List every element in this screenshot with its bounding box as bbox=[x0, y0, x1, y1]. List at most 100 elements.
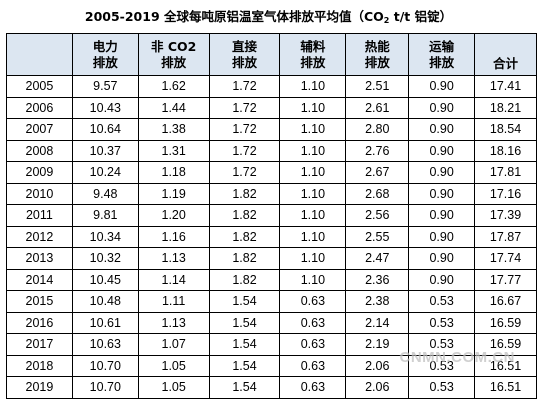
cell-electricity: 10.34 bbox=[71, 225, 139, 248]
header-electricity: 电力 排放 bbox=[71, 33, 139, 76]
cell-thermal: 2.67 bbox=[345, 161, 410, 184]
cell-total: 17.87 bbox=[474, 225, 537, 248]
cell-non-co2: 1.19 bbox=[137, 182, 210, 205]
cell-non-co2: 1.07 bbox=[137, 333, 210, 356]
cell-electricity: 10.70 bbox=[71, 354, 139, 377]
cell-year: 2017 bbox=[6, 333, 73, 356]
cell-electricity: 10.32 bbox=[71, 247, 139, 270]
cell-year: 2007 bbox=[6, 118, 73, 141]
cell-auxiliary: 1.10 bbox=[279, 182, 347, 205]
cell-year: 2014 bbox=[6, 268, 73, 291]
table-row: 2012 10.34 1.16 1.82 1.10 2.55 0.90 17.87 bbox=[6, 225, 537, 248]
cell-non-co2: 1.16 bbox=[137, 225, 210, 248]
cell-direct: 1.54 bbox=[208, 311, 281, 334]
cell-transport: 0.90 bbox=[408, 75, 476, 98]
cell-thermal: 2.06 bbox=[345, 376, 410, 399]
header-auxiliary: 辅料 排放 bbox=[279, 33, 347, 76]
cell-direct: 1.82 bbox=[208, 247, 281, 270]
cell-total: 16.59 bbox=[474, 333, 537, 356]
cell-total: 16.67 bbox=[474, 290, 537, 313]
cell-direct: 1.72 bbox=[208, 96, 281, 119]
cell-direct: 1.54 bbox=[208, 333, 281, 356]
cell-total: 16.59 bbox=[474, 311, 537, 334]
cell-non-co2: 1.05 bbox=[137, 354, 210, 377]
cell-transport: 0.90 bbox=[408, 268, 476, 291]
cell-year: 2005 bbox=[6, 75, 73, 98]
cell-non-co2: 1.38 bbox=[137, 118, 210, 141]
table-row: 2005 9.57 1.62 1.72 1.10 2.51 0.90 17.41 bbox=[6, 75, 537, 98]
cell-total: 17.74 bbox=[474, 247, 537, 270]
cell-auxiliary: 1.10 bbox=[279, 268, 347, 291]
watermark: CNMN.COM.CN bbox=[399, 349, 515, 366]
cell-direct: 1.72 bbox=[208, 118, 281, 141]
cell-thermal: 2.51 bbox=[345, 75, 410, 98]
cell-electricity: 10.63 bbox=[71, 333, 139, 356]
header-direct: 直接 排放 bbox=[208, 33, 281, 76]
header-transport: 运输 排放 bbox=[408, 33, 476, 76]
header-row: 电力 排放 非 CO2 排放 直接 排放 辅料 排放 热能 排放 运输 排放 合计 bbox=[6, 33, 537, 76]
cell-total: 17.81 bbox=[474, 161, 537, 184]
cell-year: 2013 bbox=[6, 247, 73, 270]
cell-year: 2016 bbox=[6, 311, 73, 334]
header-thermal: 热能 排放 bbox=[345, 33, 410, 76]
cell-electricity: 10.24 bbox=[71, 161, 139, 184]
table-row: 2016 10.61 1.13 1.54 0.63 2.14 0.53 16.59 bbox=[6, 311, 537, 334]
cell-year: 2011 bbox=[6, 204, 73, 227]
cell-thermal: 2.56 bbox=[345, 204, 410, 227]
cell-year: 2012 bbox=[6, 225, 73, 248]
cell-transport: 0.90 bbox=[408, 118, 476, 141]
cell-thermal: 2.38 bbox=[345, 290, 410, 313]
cell-electricity: 10.43 bbox=[71, 96, 139, 119]
cell-total: 17.41 bbox=[474, 75, 537, 98]
cell-electricity: 10.37 bbox=[71, 139, 139, 162]
cell-non-co2: 1.13 bbox=[137, 247, 210, 270]
cell-direct: 1.72 bbox=[208, 161, 281, 184]
cell-non-co2: 1.11 bbox=[137, 290, 210, 313]
table-row: 2018 10.70 1.05 1.54 0.63 2.06 0.53 16.51 bbox=[6, 354, 537, 377]
table-row: 2015 10.48 1.11 1.54 0.63 2.38 0.53 16.67 bbox=[6, 290, 537, 313]
cell-transport: 0.90 bbox=[408, 204, 476, 227]
cell-auxiliary: 0.63 bbox=[279, 376, 347, 399]
cell-year: 2010 bbox=[6, 182, 73, 205]
cell-total: 17.77 bbox=[474, 268, 537, 291]
cell-thermal: 2.14 bbox=[345, 311, 410, 334]
cell-year: 2019 bbox=[6, 376, 73, 399]
cell-auxiliary: 1.10 bbox=[279, 139, 347, 162]
cell-auxiliary: 1.10 bbox=[279, 161, 347, 184]
cell-auxiliary: 1.10 bbox=[279, 204, 347, 227]
table-row: 2019 10.70 1.05 1.54 0.63 2.06 0.53 16.51 bbox=[6, 376, 537, 399]
cell-auxiliary: 0.63 bbox=[279, 290, 347, 313]
cell-year: 2006 bbox=[6, 96, 73, 119]
cell-transport: 0.53 bbox=[408, 290, 476, 313]
table-title: 2005-2019 全球每吨原铝温室气体排放平均值（CO2 t/t 铝锭） bbox=[0, 6, 537, 25]
table-row: 2008 10.37 1.31 1.72 1.10 2.76 0.90 18.16 bbox=[6, 139, 537, 162]
cell-direct: 1.54 bbox=[208, 290, 281, 313]
table-row: 2007 10.64 1.38 1.72 1.10 2.80 0.90 18.54 bbox=[6, 118, 537, 141]
cell-direct: 1.72 bbox=[208, 139, 281, 162]
cell-electricity: 10.64 bbox=[71, 118, 139, 141]
cell-auxiliary: 0.63 bbox=[279, 333, 347, 356]
cell-non-co2: 1.31 bbox=[137, 139, 210, 162]
cell-year: 2015 bbox=[6, 290, 73, 313]
cell-electricity: 9.48 bbox=[71, 182, 139, 205]
cell-transport: 0.53 bbox=[408, 376, 476, 399]
cell-total: 17.16 bbox=[474, 182, 537, 205]
table-row: 2014 10.45 1.14 1.82 1.10 2.36 0.90 17.77 bbox=[6, 268, 537, 291]
cell-transport: 0.90 bbox=[408, 247, 476, 270]
cell-direct: 1.82 bbox=[208, 225, 281, 248]
header-corner bbox=[6, 33, 73, 76]
cell-thermal: 2.36 bbox=[345, 268, 410, 291]
cell-thermal: 2.47 bbox=[345, 247, 410, 270]
cell-thermal: 2.76 bbox=[345, 139, 410, 162]
cell-thermal: 2.68 bbox=[345, 182, 410, 205]
cell-non-co2: 1.44 bbox=[137, 96, 210, 119]
table-row: 2010 9.48 1.19 1.82 1.10 2.68 0.90 17.16 bbox=[6, 182, 537, 205]
cell-year: 2008 bbox=[6, 139, 73, 162]
cell-year: 2018 bbox=[6, 354, 73, 377]
cell-transport: 0.90 bbox=[408, 182, 476, 205]
cell-total: 17.39 bbox=[474, 204, 537, 227]
cell-auxiliary: 1.10 bbox=[279, 118, 347, 141]
cell-direct: 1.72 bbox=[208, 75, 281, 98]
cell-auxiliary: 1.10 bbox=[279, 225, 347, 248]
cell-electricity: 10.48 bbox=[71, 290, 139, 313]
